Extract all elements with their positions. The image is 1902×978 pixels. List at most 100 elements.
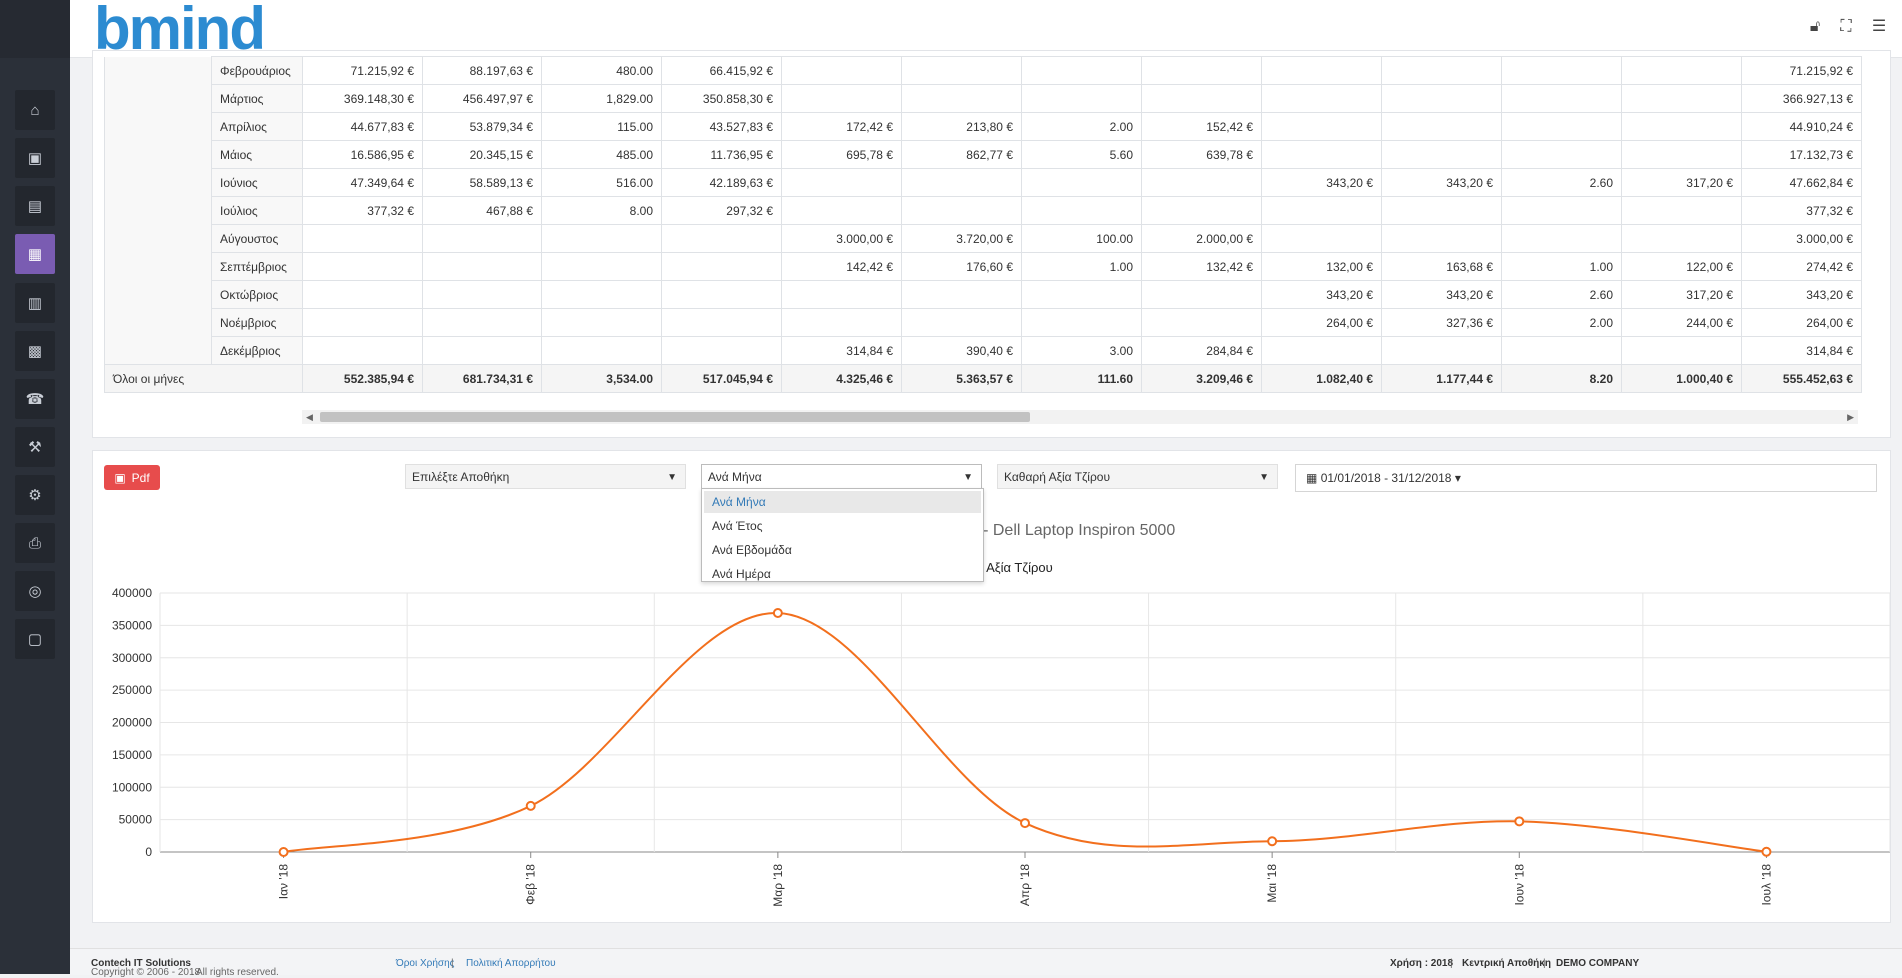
copyright-text: Copyright © 2006 - 2018 <box>91 967 201 978</box>
table-cell <box>781 196 902 225</box>
table-cell: 377,32 € <box>1741 196 1862 225</box>
privacy-link[interactable]: Πολιτική Απορρήτου <box>466 958 556 969</box>
contacts-icon[interactable]: ▣ <box>15 138 55 178</box>
table-cell: 1.00 <box>1021 252 1142 281</box>
table-cell <box>901 56 1022 85</box>
fiscal-year: Χρήση : 2018 <box>1390 958 1454 969</box>
total-row: Όλοι οι μήνες 552.385,94 €681.734,31 €3,5… <box>104 364 1862 393</box>
table-cell: 176,60 € <box>901 252 1022 281</box>
y-tick-label: 100000 <box>112 780 152 794</box>
table-cell: 695,78 € <box>781 140 902 169</box>
table-cell <box>1141 280 1262 309</box>
table-cell: 2.60 <box>1501 168 1622 197</box>
table-cell <box>302 280 423 309</box>
table-cell <box>541 224 662 253</box>
user-card-icon[interactable]: ▤ <box>15 186 55 226</box>
y-tick-label: 200000 <box>112 716 152 730</box>
support-icon[interactable]: ◎ <box>15 571 55 611</box>
table-cell: 343,20 € <box>1381 168 1502 197</box>
table-row: Ιούλιος 377,32 €467,88 €8.00 297,32 €377,3… <box>104 196 1862 225</box>
scroll-left-icon[interactable]: ◀ <box>306 412 313 422</box>
table-cell <box>1381 336 1502 365</box>
table-cell: 88.197,63 € <box>422 56 542 85</box>
add-menu-icon[interactable]: ☰ <box>1871 18 1887 35</box>
table-cell <box>1501 112 1622 141</box>
table-cell: 369.148,30 € <box>302 84 423 113</box>
scroll-right-icon[interactable]: ▶ <box>1847 412 1854 422</box>
table-cell: 58.589,13 € <box>422 168 542 197</box>
archive-icon[interactable]: ▦ <box>15 234 55 274</box>
separator: | <box>1450 958 1453 969</box>
table-cell <box>541 280 662 309</box>
table-cell: 3.720,00 € <box>901 224 1022 253</box>
data-point <box>1267 836 1278 847</box>
metric-select[interactable]: Καθαρή Αξία Τζίρου ▼ <box>997 464 1278 489</box>
table-cell: 163,68 € <box>1381 252 1502 281</box>
x-tick-label: Ιουλ '18 <box>1759 864 1773 906</box>
table-cell: 1,829.00 <box>541 84 662 113</box>
group-cell <box>104 168 212 197</box>
x-tick-label: Μαρ '18 <box>771 864 785 907</box>
table-row: Οκτώβριος 343,20 €343,20 €2.60 317,20 €343… <box>104 280 1862 309</box>
table-cell: 456.497,97 € <box>422 84 542 113</box>
scrollbar-thumb[interactable] <box>320 412 1030 422</box>
terms-link[interactable]: Όροι Χρήσης <box>396 958 455 969</box>
dropdown-option[interactable]: Ανά Εβδομάδα <box>712 543 792 557</box>
table-cell: 42.189,63 € <box>661 168 782 197</box>
table-row: Σεπτέμβριος 142,42 €176,60 €1.00 132,42 €1… <box>104 252 1862 281</box>
table-cell: 343,20 € <box>1261 168 1382 197</box>
table-cell <box>302 224 423 253</box>
warehouse-select[interactable]: Επιλέξτε Αποθήκη ▼ <box>405 464 686 489</box>
table-cell: 142,42 € <box>781 252 902 281</box>
dropdown-option[interactable]: Ανά Ημέρα <box>712 567 771 581</box>
table-cell <box>661 308 782 337</box>
document-icon[interactable]: ▥ <box>15 283 55 323</box>
table-cell <box>1621 196 1742 225</box>
total-cell: 681.734,31 € <box>422 364 542 393</box>
table-cell <box>1381 224 1502 253</box>
chart-legend-item[interactable]: ή Αξία Τζίρου <box>976 560 1053 575</box>
pivot-table: Φεβρουάριος 71.215,92 €88.197,63 €480.00 6… <box>104 56 1862 393</box>
gear-icon[interactable]: ⚙ <box>15 475 55 515</box>
table-cell <box>422 280 542 309</box>
toolbox-icon[interactable]: ▢ <box>15 619 55 659</box>
table-cell: 516.00 <box>541 168 662 197</box>
lock-icon[interactable]: 🔓︎ <box>1809 18 1821 35</box>
app-logo[interactable]: bmind <box>94 0 266 59</box>
data-point <box>772 607 783 618</box>
period-select[interactable]: Ανά Μήνα ▼ <box>701 464 982 489</box>
pdf-icon: ▣ <box>114 470 126 485</box>
total-cell: 3.209,46 € <box>1141 364 1262 393</box>
dropdown-option[interactable]: Ανά Έτος <box>712 519 763 533</box>
table-cell <box>781 84 902 113</box>
separator: | <box>1543 958 1546 969</box>
month-label: Ιούνιος <box>211 168 303 197</box>
print-icon[interactable]: ⎙ <box>15 523 55 563</box>
pdf-label: Pdf <box>131 470 150 485</box>
pdf-button[interactable]: ▣ Pdf <box>104 465 160 490</box>
dropdown-option[interactable]: Ανά Μήνα <box>704 491 981 513</box>
table-cell: 43.527,83 € <box>661 112 782 141</box>
table-cell: 274,42 € <box>1741 252 1862 281</box>
table-cell <box>541 252 662 281</box>
caret-down-icon: ▾ <box>1454 471 1461 485</box>
month-label: Απρίλιος <box>211 112 303 141</box>
table-cell: 2.00 <box>1021 112 1142 141</box>
table-row: Αύγουστος 3.000,00 €3.720,00 €100.00 2.000… <box>104 224 1862 253</box>
separator: | <box>451 958 454 969</box>
home-icon[interactable]: ⌂ <box>15 90 55 130</box>
calendar-icon[interactable]: ▩ <box>15 331 55 371</box>
table-cell: 485.00 <box>541 140 662 169</box>
month-label: Αύγουστος <box>211 224 303 253</box>
table-cell <box>1261 112 1382 141</box>
table-cell: 366.927,13 € <box>1741 84 1862 113</box>
date-range-picker[interactable]: ▦ 01/01/2018 - 31/12/2018 ▾ <box>1295 464 1877 492</box>
horizontal-scrollbar[interactable]: ◀ ▶ <box>302 410 1858 424</box>
wrench-icon[interactable]: ⚒ <box>15 427 55 467</box>
month-label: Φεβρουάριος <box>211 56 303 85</box>
table-cell: 44.677,83 € <box>302 112 423 141</box>
chart-title: ου - Dell Laptop Inspiron 5000 <box>961 522 1176 539</box>
total-label: Όλοι οι μήνες <box>104 364 303 393</box>
phone-icon[interactable]: ☎ <box>15 379 55 419</box>
fullscreen-icon[interactable]: ⛶ <box>1840 18 1852 35</box>
